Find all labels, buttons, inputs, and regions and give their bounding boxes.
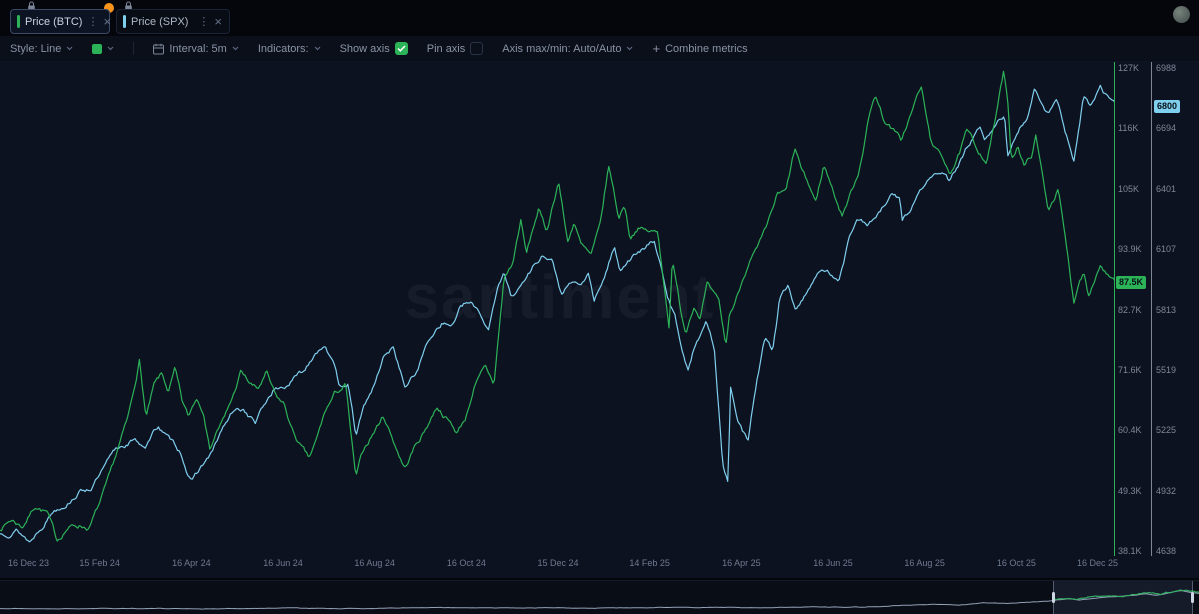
chevron-down-icon: [107, 46, 114, 51]
indicators-dropdown[interactable]: Indicators:: [258, 43, 321, 55]
show-axis-label: Show axis: [339, 42, 390, 55]
y-axis-tick: 6988: [1156, 63, 1177, 73]
toolbar-divider: [133, 42, 135, 55]
calendar-icon: [153, 43, 165, 54]
time-range-navigator[interactable]: [0, 580, 1199, 614]
pin-axis-label: Pin axis: [426, 42, 466, 55]
interval-dropdown[interactable]: Interval: 5m: [153, 42, 239, 55]
btc-axis-line: [1114, 62, 1115, 556]
x-axis-tick: 15 Dec 24: [537, 558, 579, 568]
y-axis-tick: 82.7K: [1118, 304, 1142, 315]
last-value-badge: 6800: [1154, 99, 1181, 113]
navigator-handle-right[interactable]: [1191, 592, 1194, 603]
user-avatar[interactable]: [1173, 6, 1190, 23]
tab-menu-icon[interactable]: ⋮: [198, 16, 210, 28]
y-axis-tick: 38.1K: [1118, 546, 1142, 556]
price-chart[interactable]: santiment 127K 116K 105K 93.9K 82.7K 71.6K 60.…: [0, 62, 1199, 578]
btc-alert-dot-icon: [104, 3, 114, 13]
Price (BTC)-line: [0, 70, 1115, 542]
y-axis-tick: 60.4K: [1118, 425, 1142, 436]
x-axis-tick: 16 Aug 25: [904, 558, 945, 568]
color-swatch-dropdown[interactable]: [92, 43, 114, 54]
y-axis-tick: 6694: [1156, 123, 1177, 134]
metric-color-accent: [17, 15, 20, 28]
metric-color-swatch-icon: [92, 43, 103, 54]
tab-close-icon[interactable]: ×: [214, 14, 222, 29]
y-axis-tick: 4638: [1156, 546, 1177, 556]
style-dropdown[interactable]: Style: Line: [10, 43, 73, 55]
x-axis-tick: 15 Feb 24: [79, 558, 120, 568]
tab-bar: Price (BTC) ⋮ × Price (SPX) ⋮ ×: [0, 0, 1199, 36]
check-icon: [397, 45, 406, 52]
chart-plot[interactable]: [0, 62, 1115, 562]
chevron-down-icon: [232, 46, 239, 51]
y-axis-tick: 6401: [1156, 183, 1177, 194]
x-axis-tick: 16 Dec 23: [8, 558, 50, 568]
y-axis-tick: 127K: [1118, 63, 1140, 73]
combine-metrics-button[interactable]: + Combine metrics: [652, 42, 747, 55]
navigator-handle-left[interactable]: [1052, 592, 1055, 603]
navigator-history-line: [0, 590, 1199, 610]
axis-maxmin-dropdown[interactable]: Axis max/min: Auto/Auto: [502, 43, 633, 55]
y-axis-tick: 71.6K: [1118, 364, 1142, 375]
x-axis-tick: 16 Aug 24: [354, 558, 395, 568]
y-axis-tick: 93.9K: [1118, 244, 1142, 255]
navigator-chart[interactable]: [0, 581, 1199, 614]
y-axis-tick: 5519: [1156, 364, 1177, 375]
x-axis[interactable]: 16 Dec 23 15 Feb 24 16 Apr 24 16 Jun 24 16 A…: [0, 558, 1199, 572]
x-axis-tick: 16 Oct 24: [446, 558, 486, 568]
y-axis-tick: 6107: [1156, 244, 1177, 255]
tab-label: Price (SPX): [131, 15, 189, 28]
x-axis-tick: 16 Apr 25: [722, 558, 761, 568]
x-axis-tick: 16 Jun 25: [813, 558, 853, 568]
pin-axis-toggle[interactable]: Pin axis: [427, 42, 484, 55]
lock-icon: [28, 1, 35, 11]
tab-label: Price (BTC): [25, 15, 83, 28]
x-axis-tick: 16 Dec 25: [1076, 558, 1118, 568]
y-axis-tick: 5813: [1156, 304, 1177, 315]
indicators-dropdown-label: Indicators:: [257, 42, 309, 55]
chart-toolbar: Style: Line Interval: 5m Indicators: Sho…: [0, 36, 1199, 62]
y-axis-tick: 49.3K: [1118, 485, 1142, 496]
y-axis-tick: 4932: [1156, 485, 1177, 496]
axis-maxmin-label: Axis max/min: Auto/Auto: [502, 42, 622, 55]
spx-axis-line: [1151, 62, 1152, 556]
style-dropdown-label: Style: Line: [10, 42, 62, 55]
plus-icon: +: [652, 41, 661, 56]
Price (SPX)-line: [0, 84, 1115, 543]
tab-price-spx[interactable]: Price (SPX) ⋮ ×: [116, 9, 230, 34]
tab-close-icon[interactable]: ×: [103, 14, 112, 29]
pin-axis-checkbox[interactable]: [470, 42, 484, 55]
x-axis-tick: 16 Jun 24: [263, 558, 303, 568]
show-axis-toggle[interactable]: Show axis: [340, 42, 408, 55]
y-axis-tick: 116K: [1118, 123, 1139, 134]
tab-menu-icon[interactable]: ⋮: [87, 16, 99, 28]
last-value-badge: 87.5K: [1116, 275, 1147, 289]
spx-y-axis[interactable]: 6988 6694 6401 6107 5813 5519 5225 4932 4638 6800: [1154, 62, 1196, 562]
navigator-selection[interactable]: [1052, 581, 1194, 614]
tab-price-btc[interactable]: Price (BTC) ⋮ ×: [10, 9, 112, 34]
metric-color-accent: [123, 15, 126, 28]
chevron-down-icon: [314, 46, 321, 51]
chevron-down-icon: [66, 46, 73, 51]
y-axis-tick: 5225: [1156, 425, 1177, 436]
btc-y-axis[interactable]: 127K 116K 105K 93.9K 82.7K 71.6K 60.4K 49.3K 38.…: [1116, 62, 1150, 562]
interval-dropdown-label: Interval: 5m: [169, 42, 227, 55]
x-axis-tick: 14 Feb 25: [629, 558, 670, 568]
chevron-down-icon: [627, 46, 633, 51]
show-axis-checkbox[interactable]: [394, 42, 408, 55]
navigator-selected-line: [1052, 589, 1199, 601]
x-axis-tick: 16 Apr 24: [172, 558, 211, 568]
lock-icon: [125, 1, 132, 11]
x-axis-tick: 16 Oct 25: [996, 558, 1036, 568]
combine-metrics-label: Combine metrics: [665, 42, 748, 55]
y-axis-tick: 105K: [1118, 183, 1140, 194]
